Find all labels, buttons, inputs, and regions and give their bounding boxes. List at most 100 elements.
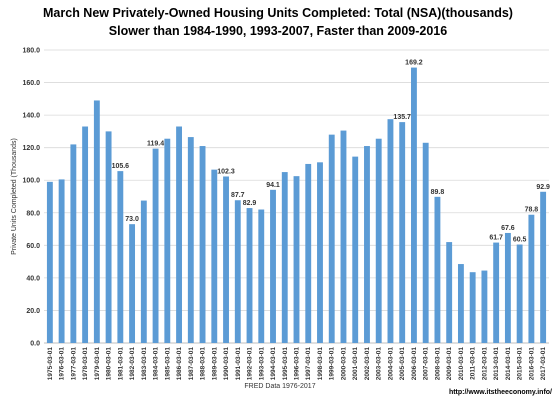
x-tick-label: 1988-03-01 <box>200 347 207 381</box>
x-tick-label: 2015-03-01 <box>517 347 524 381</box>
bar <box>211 169 218 343</box>
bar <box>258 209 265 343</box>
x-tick-label: 1976-03-01 <box>59 347 66 381</box>
x-tick-label: 1995-03-01 <box>282 347 289 381</box>
bar <box>528 214 535 343</box>
data-label: 102.3 <box>217 168 235 175</box>
bar <box>540 191 547 343</box>
bar <box>129 224 136 343</box>
x-tick-label: 1999-03-01 <box>329 347 336 381</box>
bar <box>328 134 335 343</box>
y-tick-label: 80.0 <box>26 210 40 217</box>
bar <box>164 138 171 343</box>
data-label: 61.7 <box>489 235 503 242</box>
bar <box>387 119 394 343</box>
y-tick-label: 180.0 <box>22 48 40 55</box>
bar <box>105 131 112 343</box>
bar <box>234 200 241 343</box>
data-label: 89.8 <box>431 189 445 196</box>
bar <box>293 176 300 343</box>
bar <box>375 138 382 343</box>
y-tick-label: 140.0 <box>22 113 40 120</box>
x-tick-label: 1978-03-01 <box>82 347 89 381</box>
bar <box>493 242 500 343</box>
x-tick-label: 2010-03-01 <box>458 347 465 381</box>
data-label: 119.4 <box>147 141 164 148</box>
x-tick-label: 2017-03-01 <box>540 347 547 381</box>
x-tick-label: 1989-03-01 <box>211 347 218 381</box>
y-tick-label: 20.0 <box>26 308 40 315</box>
x-tick-label: 1986-03-01 <box>176 347 183 381</box>
bar <box>504 232 511 343</box>
bar <box>270 189 276 343</box>
bar <box>422 142 429 343</box>
bar <box>82 126 89 343</box>
bar <box>434 196 441 343</box>
bar <box>176 126 182 343</box>
x-tick-label: 2011-03-01 <box>470 347 477 380</box>
x-tick-label: 2016-03-01 <box>528 347 535 381</box>
x-tick-label: 2003-03-01 <box>376 347 383 381</box>
data-label: 78.8 <box>525 207 539 214</box>
data-label: 87.7 <box>231 192 245 199</box>
bar <box>281 172 288 343</box>
bar <box>199 146 206 343</box>
data-label: 92.9 <box>536 184 550 191</box>
x-tick-label: 1994-03-01 <box>270 347 277 381</box>
y-tick-label: 100.0 <box>22 178 40 185</box>
x-tick-label: 1997-03-01 <box>305 347 312 381</box>
x-tick-label: 1984-03-01 <box>153 347 160 381</box>
bar <box>364 146 370 343</box>
bar <box>352 156 359 343</box>
bar <box>70 144 77 343</box>
y-tick-label: 0.0 <box>30 341 40 348</box>
data-label: 94.1 <box>266 182 280 189</box>
bar <box>446 242 453 343</box>
bar <box>223 176 229 343</box>
bar <box>457 264 464 343</box>
x-tick-label: 2006-03-01 <box>411 347 418 381</box>
chart-subtitle: Slower than 1984-1990, 1993-2007, Faster… <box>108 24 448 38</box>
bar <box>93 100 100 343</box>
bar <box>305 163 312 343</box>
x-tick-label: 1983-03-01 <box>141 347 148 381</box>
x-tick-label: 1977-03-01 <box>70 347 77 381</box>
x-tick-label: 2014-03-01 <box>505 347 512 381</box>
x-tick-label: 1998-03-01 <box>317 347 324 381</box>
data-label: 135.7 <box>393 114 411 121</box>
y-tick-label: 40.0 <box>26 275 40 282</box>
bar <box>140 200 147 343</box>
x-tick-label: 2013-03-01 <box>493 347 500 381</box>
bar <box>469 272 476 343</box>
x-tick-label: 1980-03-01 <box>106 347 113 381</box>
x-tick-label: 2007-03-01 <box>423 347 430 381</box>
x-tick-label: 1987-03-01 <box>188 347 195 381</box>
x-tick-label: 2002-03-01 <box>364 347 371 381</box>
x-tick-label: 2001-03-01 <box>352 347 359 381</box>
bar <box>516 244 523 343</box>
chart-title: March New Privately-Owned Housing Units … <box>43 6 513 20</box>
bar <box>411 67 417 343</box>
x-tick-label: 1982-03-01 <box>129 347 136 381</box>
bar <box>246 208 253 343</box>
x-tick-label: 1990-03-01 <box>223 347 230 381</box>
x-tick-label: 1992-03-01 <box>247 347 254 381</box>
x-axis-label: FRED Data 1976-2017 <box>244 383 316 390</box>
x-tick-label: 1975-03-01 <box>47 347 54 381</box>
bar <box>152 148 159 343</box>
data-label: 73.0 <box>125 216 139 223</box>
data-label: 82.9 <box>243 200 257 207</box>
data-label: 169.2 <box>405 60 423 67</box>
bar <box>481 270 488 343</box>
x-tick-label: 1996-03-01 <box>294 347 301 381</box>
x-tick-label: 1981-03-01 <box>117 347 124 381</box>
bar <box>58 179 65 343</box>
y-tick-label: 60.0 <box>26 243 40 250</box>
y-tick-label: 120.0 <box>22 145 40 152</box>
x-tick-label: 1979-03-01 <box>94 347 101 381</box>
x-tick-label: 2004-03-01 <box>387 347 394 381</box>
y-axis-label: Private Units Completed (Thousands) <box>11 138 18 255</box>
y-tick-label: 160.0 <box>22 80 40 87</box>
